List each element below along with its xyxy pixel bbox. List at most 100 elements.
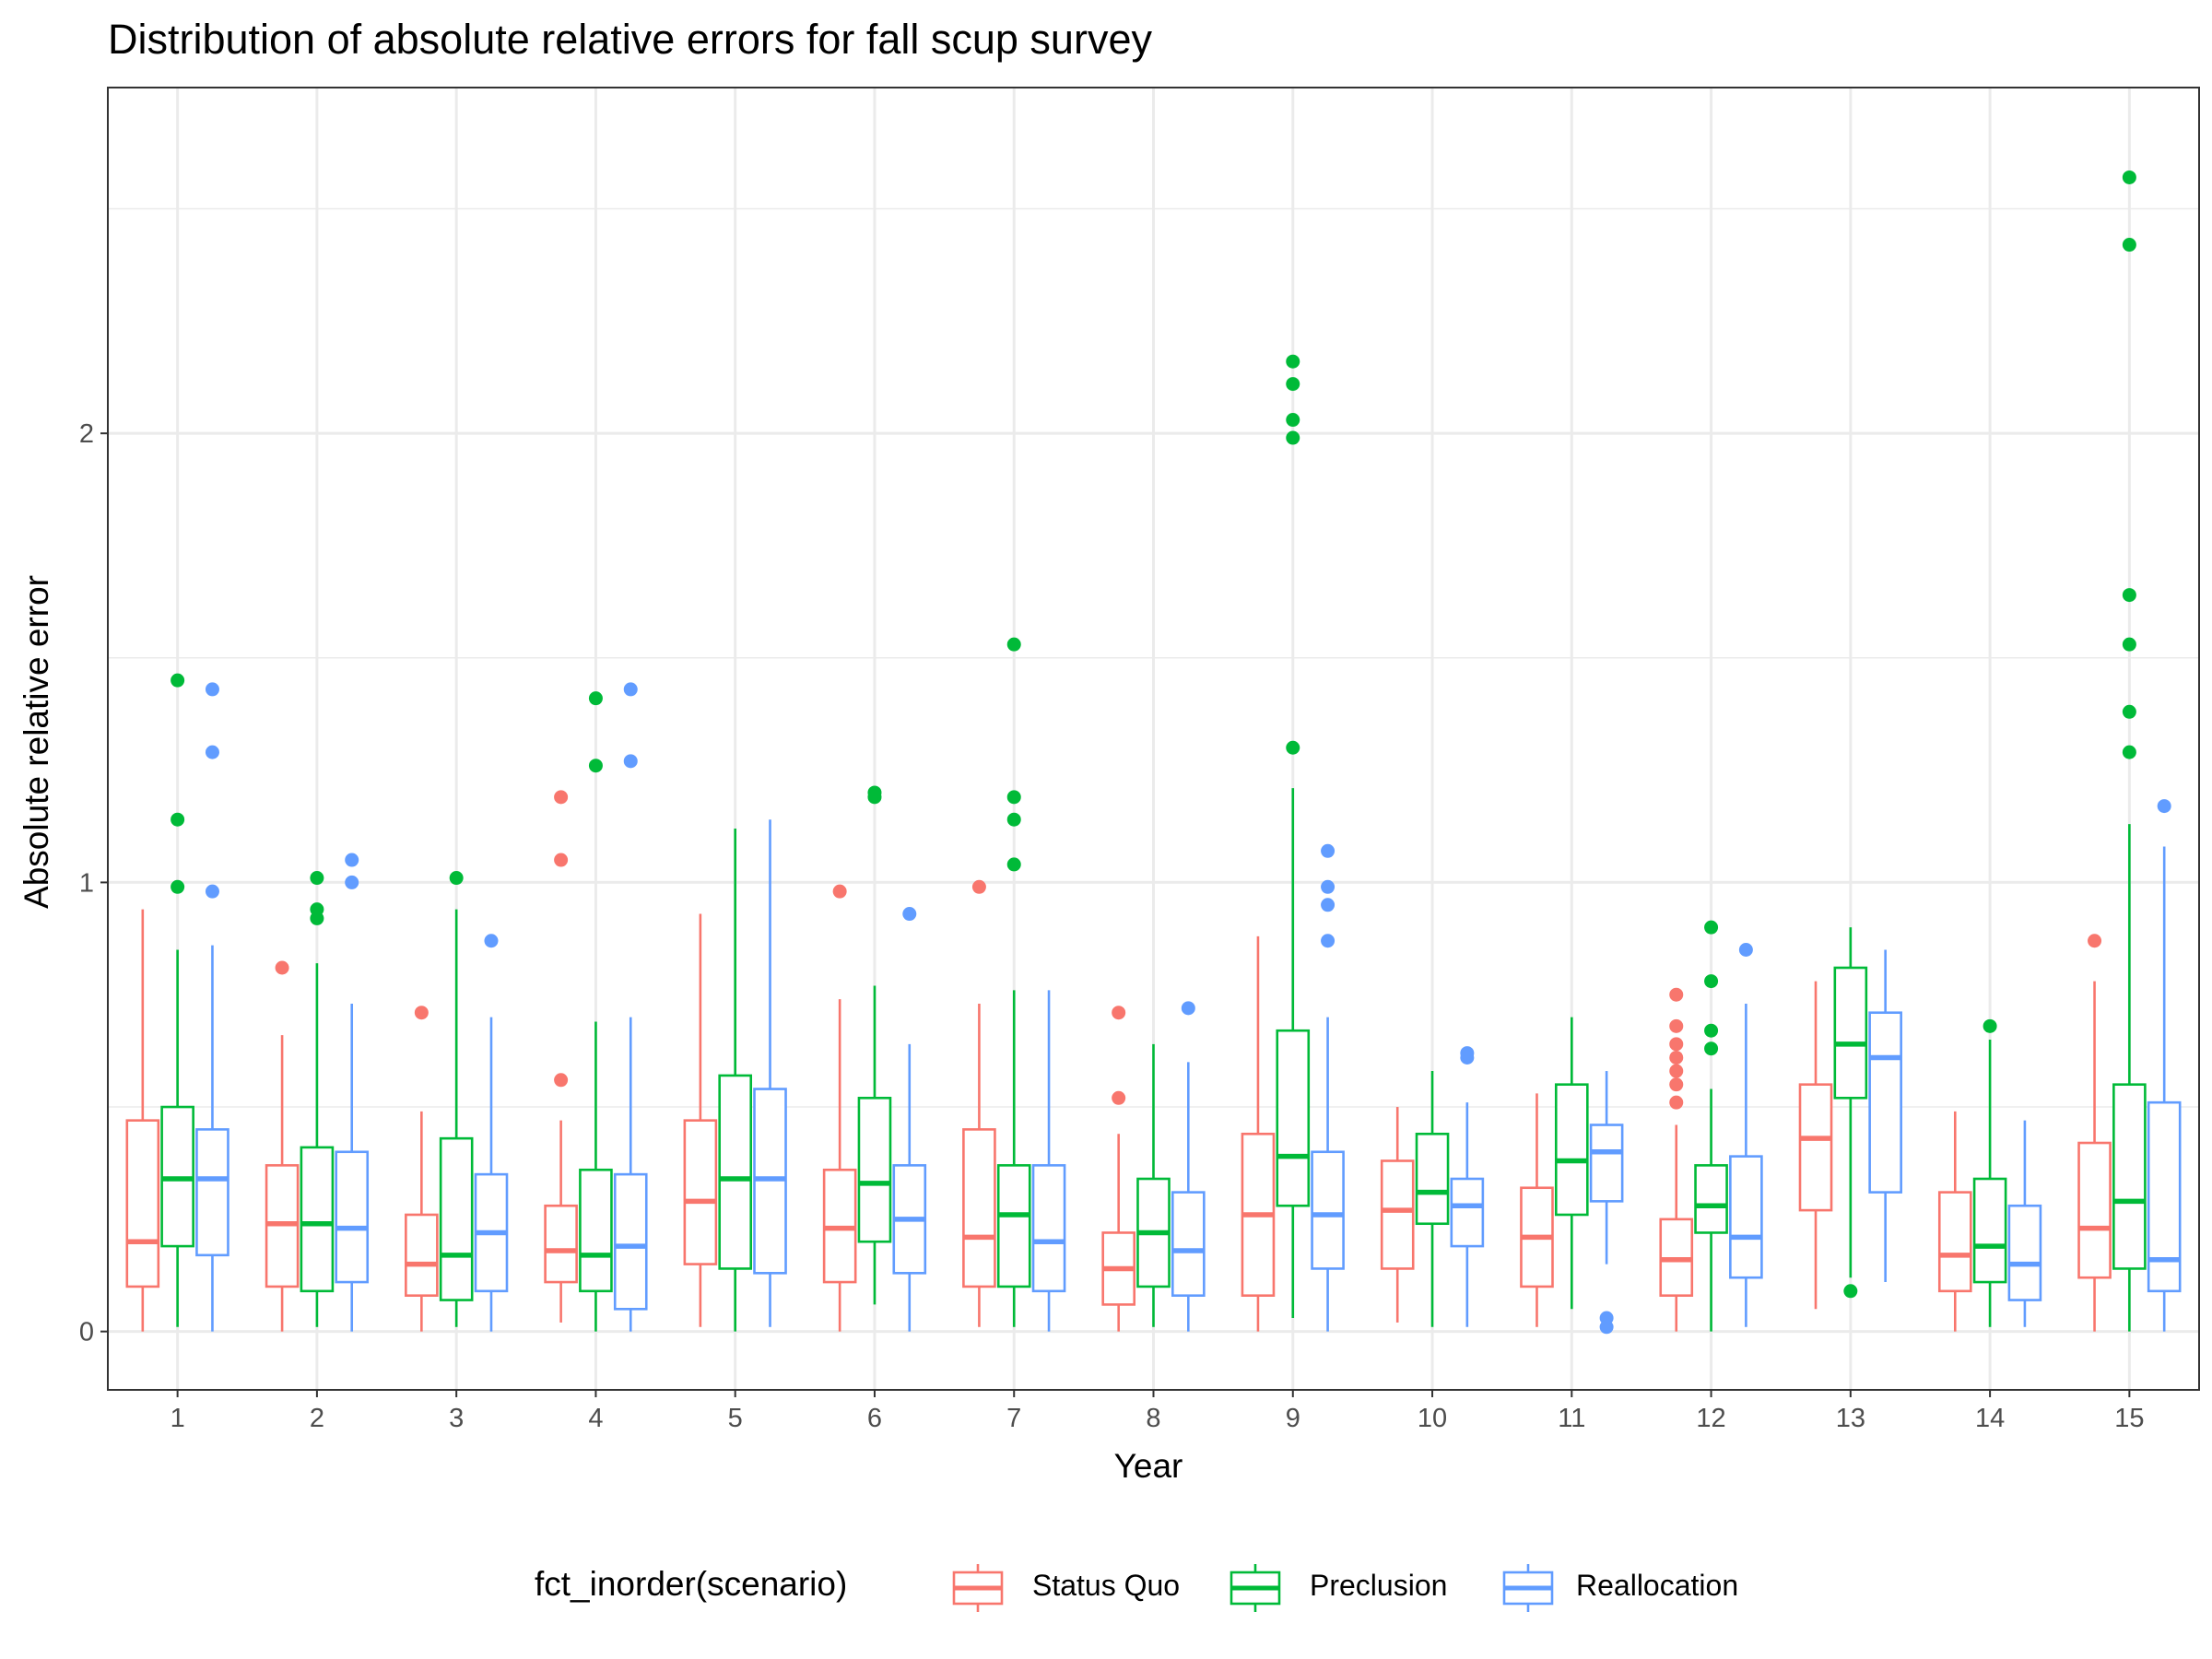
box-group — [613, 682, 648, 1332]
box-group — [1554, 1017, 1589, 1310]
box — [1798, 1083, 1833, 1212]
box-group — [405, 1006, 439, 1332]
outlier-point — [902, 907, 917, 922]
outlier-point — [2122, 637, 2136, 652]
box — [996, 1164, 1031, 1288]
box-group — [1101, 1006, 1136, 1332]
outlier-point — [1669, 1064, 1684, 1078]
box-group — [1380, 1107, 1415, 1323]
outlier-point — [1704, 1023, 1719, 1038]
y-tick-label: 2 — [79, 419, 94, 449]
box — [544, 1204, 578, 1284]
outlier-point — [171, 673, 185, 688]
x-tick-label: 13 — [1836, 1404, 1865, 1433]
legend-key-reallocation — [1502, 1564, 1554, 1612]
box-group — [300, 871, 335, 1327]
box-group — [1833, 927, 1868, 1299]
boxes-layer — [125, 170, 2182, 1335]
outlier-point — [171, 812, 185, 827]
box-group — [125, 909, 160, 1332]
outlier-point — [1738, 943, 1753, 958]
box-group — [1136, 1043, 1171, 1327]
box-group — [2112, 170, 2147, 1332]
box-group — [335, 853, 370, 1332]
box — [439, 1136, 474, 1301]
outlier-point — [1669, 1018, 1684, 1033]
outlier-point — [1843, 1284, 1858, 1299]
outlier-point — [588, 691, 603, 706]
box — [1972, 1177, 2007, 1284]
box — [718, 1074, 753, 1270]
outlier-point — [1460, 1046, 1475, 1061]
outlier-point — [623, 754, 638, 769]
outlier-point — [1286, 430, 1300, 445]
outlier-point — [1006, 637, 1021, 652]
outlier-point — [2122, 745, 2136, 759]
outlier-point — [2122, 170, 2136, 184]
outlier-point — [1704, 1041, 1719, 1056]
box — [1276, 1029, 1311, 1207]
x-tick-label: 15 — [2114, 1404, 2144, 1433]
box-group — [1729, 943, 1763, 1327]
box-group — [1868, 949, 1902, 1283]
outlier-point — [554, 853, 569, 867]
x-tick-label: 14 — [1975, 1404, 2005, 1433]
box-group — [2077, 934, 2112, 1332]
x-tick-label: 12 — [1696, 1404, 1725, 1433]
outlier-point — [2122, 588, 2136, 603]
outlier-point — [623, 682, 638, 697]
x-tick-label: 2 — [310, 1404, 324, 1433]
outlier-point — [414, 1006, 429, 1020]
outlier-point — [2088, 934, 2102, 948]
y-tick-label: 0 — [79, 1318, 94, 1347]
box — [1694, 1164, 1728, 1234]
box — [125, 1119, 160, 1288]
box-group — [1520, 1093, 1554, 1327]
outlier-point — [588, 759, 603, 773]
outlier-point — [1286, 740, 1300, 755]
x-tick-label: 4 — [588, 1404, 603, 1433]
outlier-point — [1321, 934, 1335, 948]
series-status-quo — [125, 790, 2112, 1332]
outlier-point — [1112, 1006, 1126, 1020]
outlier-point — [310, 871, 324, 886]
box-group — [1415, 1071, 1450, 1327]
legend-label: Reallocation — [1576, 1569, 1738, 1602]
box — [613, 1172, 648, 1311]
box-group — [1311, 843, 1345, 1332]
box — [1171, 1191, 1206, 1297]
box — [405, 1213, 439, 1297]
box-group — [1241, 935, 1276, 1332]
x-tick-label: 10 — [1418, 1404, 1447, 1433]
box — [1937, 1191, 1972, 1293]
outlier-point — [1286, 413, 1300, 428]
x-tick-label: 6 — [867, 1404, 882, 1433]
box — [579, 1168, 613, 1293]
outlier-point — [484, 934, 499, 948]
x-tick-label: 11 — [1558, 1404, 1585, 1433]
box-group — [2007, 1120, 2042, 1327]
box-group — [892, 907, 927, 1332]
box-group — [2147, 799, 2182, 1332]
outlier-point — [1321, 843, 1335, 858]
box-group — [195, 682, 229, 1332]
outlier-point — [1006, 812, 1021, 827]
legend-title: fct_inorder(scenario) — [535, 1565, 847, 1603]
box — [683, 1119, 718, 1265]
box-group — [962, 879, 996, 1327]
box-group — [683, 913, 718, 1327]
box-group — [753, 819, 787, 1327]
outlier-point — [554, 790, 569, 805]
outlier-point — [1704, 974, 1719, 989]
chart-title: Distribution of absolute relative errors… — [108, 16, 1152, 63]
outlier-point — [1669, 987, 1684, 1002]
box-group — [1937, 1111, 1972, 1332]
outlier-point — [1599, 1311, 1614, 1325]
legend: fct_inorder(scenario) Status Quo Preclusi… — [535, 1564, 1738, 1612]
x-tick-label: 7 — [1006, 1404, 1021, 1433]
outlier-point — [1669, 1077, 1684, 1092]
box — [1868, 1011, 1902, 1194]
outlier-point — [2122, 704, 2136, 719]
box-group — [1276, 354, 1311, 1319]
